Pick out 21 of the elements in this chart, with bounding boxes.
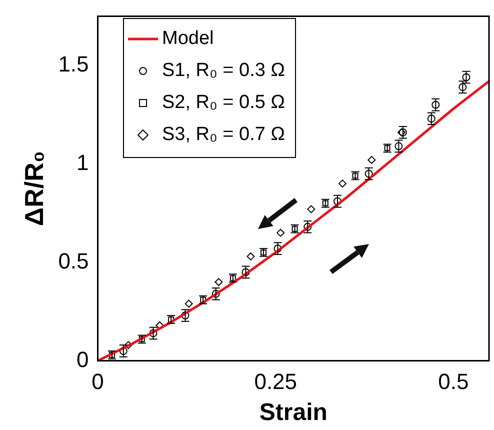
point [246,252,255,260]
y-tick-label: 0.5 [58,248,89,274]
x-tick-label: 0.5 [438,369,469,394]
x-axis-title: Strain [259,399,328,426]
point [307,205,316,214]
legend-label: S3, R₀ = 0.7 Ω [162,123,285,147]
point [214,278,223,286]
point [124,341,132,350]
point [184,300,193,308]
point [368,156,376,164]
legend-label: S2, R₀ = 0.5 Ω [162,91,285,115]
y-tick-label: 1 [76,150,89,175]
x-tick-label: 0.25 [254,369,298,394]
y-tick-label: 0 [76,346,89,372]
point [276,228,285,237]
point [398,128,406,136]
legend-label: Model [162,27,214,51]
legend-label: S1, R₀ = 0.3 Ω [162,59,285,83]
y-axis-title: ΔR/R₀ [18,150,49,226]
point [338,180,346,188]
y-tick-label: 1.5 [58,51,89,76]
